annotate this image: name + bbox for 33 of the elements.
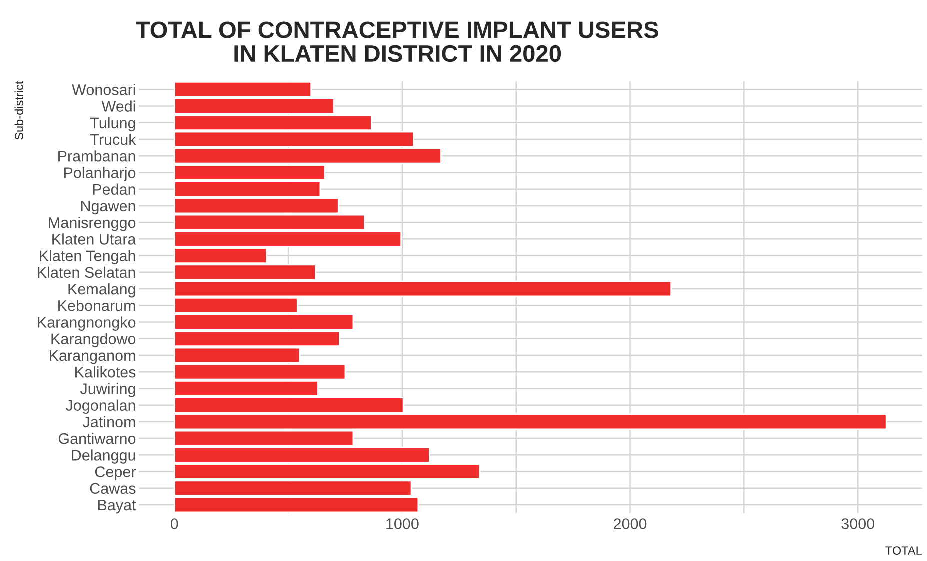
y-tick-label: Pedan: [93, 184, 136, 196]
y-tick-label: Kemalang: [68, 283, 136, 298]
x-tick-label: 1000: [386, 518, 419, 530]
y-tick-label: Delanggu: [72, 450, 136, 464]
y-tick-label: Polanharjo: [64, 167, 136, 182]
y-tick-label: Cawas: [90, 483, 136, 494]
y-tick-label: Tulung: [90, 117, 136, 132]
x-tick-label: 3000: [842, 518, 875, 530]
y-tick-label: Karangnongko: [38, 316, 136, 331]
x-tick-label: 0: [170, 518, 178, 530]
y-tick-label: Karanganom: [50, 350, 136, 364]
y-tick-label: Kebonarum: [58, 300, 136, 312]
y-tick-label: Klaten Tengah: [40, 250, 136, 264]
chart-title: TOTAL OF CONTRACEPTIVE IMPLANT USERS IN KLATEN DISTRICT IN 2020: [136, 22, 658, 62]
y-tick-label: Ceper: [95, 466, 136, 480]
y-tick-label: Prambanan: [58, 150, 136, 162]
y-tick-label: Jogonalan: [66, 400, 136, 414]
y-tick-label: Trucuk: [90, 134, 136, 146]
y-tick-label: Kalikotes: [76, 366, 136, 378]
y-tick-label: Manisrenggo: [49, 217, 136, 232]
y-tick-label: Juwiring: [80, 383, 136, 398]
y-tick-label: Bayat: [98, 500, 136, 514]
y-tick-label: Wonosari: [72, 84, 136, 96]
y-tick-label: Ngawen: [81, 200, 136, 215]
y-tick-label: Klaten Utara: [52, 234, 136, 245]
y-tick-label: Wedi: [102, 100, 136, 112]
y-tick-label: Klaten Selatan: [38, 266, 136, 278]
x-axis-title: TOTAL: [886, 546, 922, 555]
y-tick-label: Gantiwarno: [58, 433, 136, 444]
y-tick-label: Jatinom: [83, 416, 136, 428]
y-tick-label: Karangdowo: [52, 333, 136, 348]
y-axis-title: Sub-district: [14, 81, 24, 140]
x-tick-label: 2000: [614, 518, 647, 530]
